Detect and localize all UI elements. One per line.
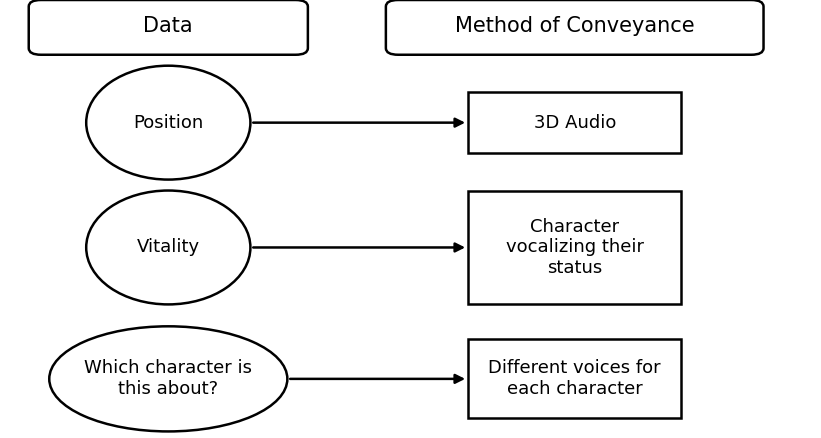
FancyBboxPatch shape [29,0,308,55]
FancyBboxPatch shape [468,191,681,304]
Text: Vitality: Vitality [137,238,200,257]
Ellipse shape [86,66,250,180]
FancyBboxPatch shape [468,339,681,418]
Text: Different voices for
each character: Different voices for each character [488,360,661,398]
FancyBboxPatch shape [468,92,681,153]
Text: 3D Audio: 3D Audio [534,113,616,132]
Text: Data: Data [144,16,193,36]
Text: Which character is
this about?: Which character is this about? [85,360,252,398]
Ellipse shape [86,191,250,304]
Text: Character
vocalizing their
status: Character vocalizing their status [506,218,644,277]
Text: Position: Position [133,113,204,132]
FancyBboxPatch shape [386,0,764,55]
Ellipse shape [49,326,287,431]
Text: Method of Conveyance: Method of Conveyance [455,16,695,36]
